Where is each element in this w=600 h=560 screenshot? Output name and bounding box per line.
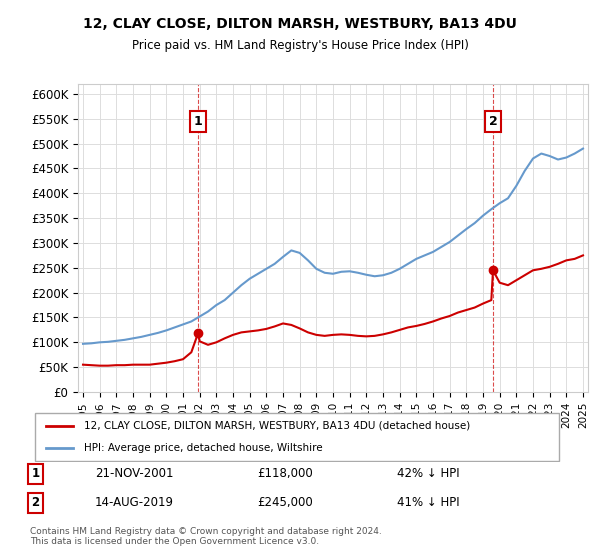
Text: 21-NOV-2001: 21-NOV-2001 <box>95 468 173 480</box>
Text: Price paid vs. HM Land Registry's House Price Index (HPI): Price paid vs. HM Land Registry's House … <box>131 39 469 52</box>
Text: HPI: Average price, detached house, Wiltshire: HPI: Average price, detached house, Wilt… <box>84 443 323 453</box>
Text: 1: 1 <box>194 115 202 128</box>
Text: 12, CLAY CLOSE, DILTON MARSH, WESTBURY, BA13 4DU: 12, CLAY CLOSE, DILTON MARSH, WESTBURY, … <box>83 17 517 31</box>
Text: 2: 2 <box>31 496 40 510</box>
Text: 42% ↓ HPI: 42% ↓ HPI <box>397 468 460 480</box>
Text: 12, CLAY CLOSE, DILTON MARSH, WESTBURY, BA13 4DU (detached house): 12, CLAY CLOSE, DILTON MARSH, WESTBURY, … <box>84 421 470 431</box>
Text: 2: 2 <box>488 115 497 128</box>
Text: Contains HM Land Registry data © Crown copyright and database right 2024.
This d: Contains HM Land Registry data © Crown c… <box>30 526 382 546</box>
Text: £245,000: £245,000 <box>257 496 313 510</box>
Text: 41% ↓ HPI: 41% ↓ HPI <box>397 496 460 510</box>
Text: 1: 1 <box>31 468 40 480</box>
FancyBboxPatch shape <box>35 413 559 461</box>
Text: £118,000: £118,000 <box>257 468 313 480</box>
Text: 14-AUG-2019: 14-AUG-2019 <box>95 496 174 510</box>
